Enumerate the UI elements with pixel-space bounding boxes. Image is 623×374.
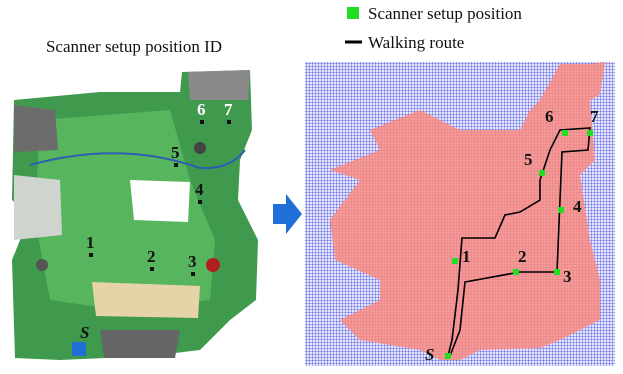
caption: Scanner setup position ID: [46, 37, 222, 56]
figure: Scanner setup position ID 1234567S Scann…: [0, 0, 623, 374]
setup-point: [513, 269, 519, 275]
position-label: 3: [563, 267, 572, 286]
position-label: 4: [573, 197, 582, 216]
legend-label: Scanner setup position: [368, 4, 522, 23]
scan-image: [10, 70, 260, 362]
position-label: 6: [197, 100, 206, 119]
setup-point: [562, 130, 568, 136]
position-label: 6: [545, 107, 554, 126]
setup-point: [200, 120, 204, 124]
legend-label: Walking route: [368, 33, 464, 52]
setup-point: [558, 207, 564, 213]
setup-point: [445, 353, 451, 359]
setup-point: [539, 170, 545, 176]
position-label: 7: [590, 107, 599, 126]
grid-map: [305, 62, 615, 366]
position-label: 2: [518, 247, 527, 266]
position-label: 5: [171, 143, 180, 162]
position-label: 4: [195, 180, 204, 199]
setup-point: [227, 120, 231, 124]
setup-point: [89, 253, 93, 257]
setup-point: [452, 258, 458, 264]
position-label: S: [80, 323, 89, 342]
setup-point: [587, 130, 593, 136]
setup-point: [174, 163, 178, 167]
setup-point: [150, 267, 154, 271]
legend-marker: [347, 7, 359, 19]
position-label: 5: [524, 150, 533, 169]
position-label: S: [425, 345, 434, 364]
position-label: 7: [224, 100, 233, 119]
setup-point: [198, 200, 202, 204]
setup-point: [554, 269, 560, 275]
position-label: 2: [147, 247, 156, 266]
position-label: 1: [86, 233, 95, 252]
arrow: [273, 194, 302, 234]
position-label: 3: [188, 252, 197, 271]
position-label: 1: [462, 247, 471, 266]
setup-point: [191, 272, 195, 276]
